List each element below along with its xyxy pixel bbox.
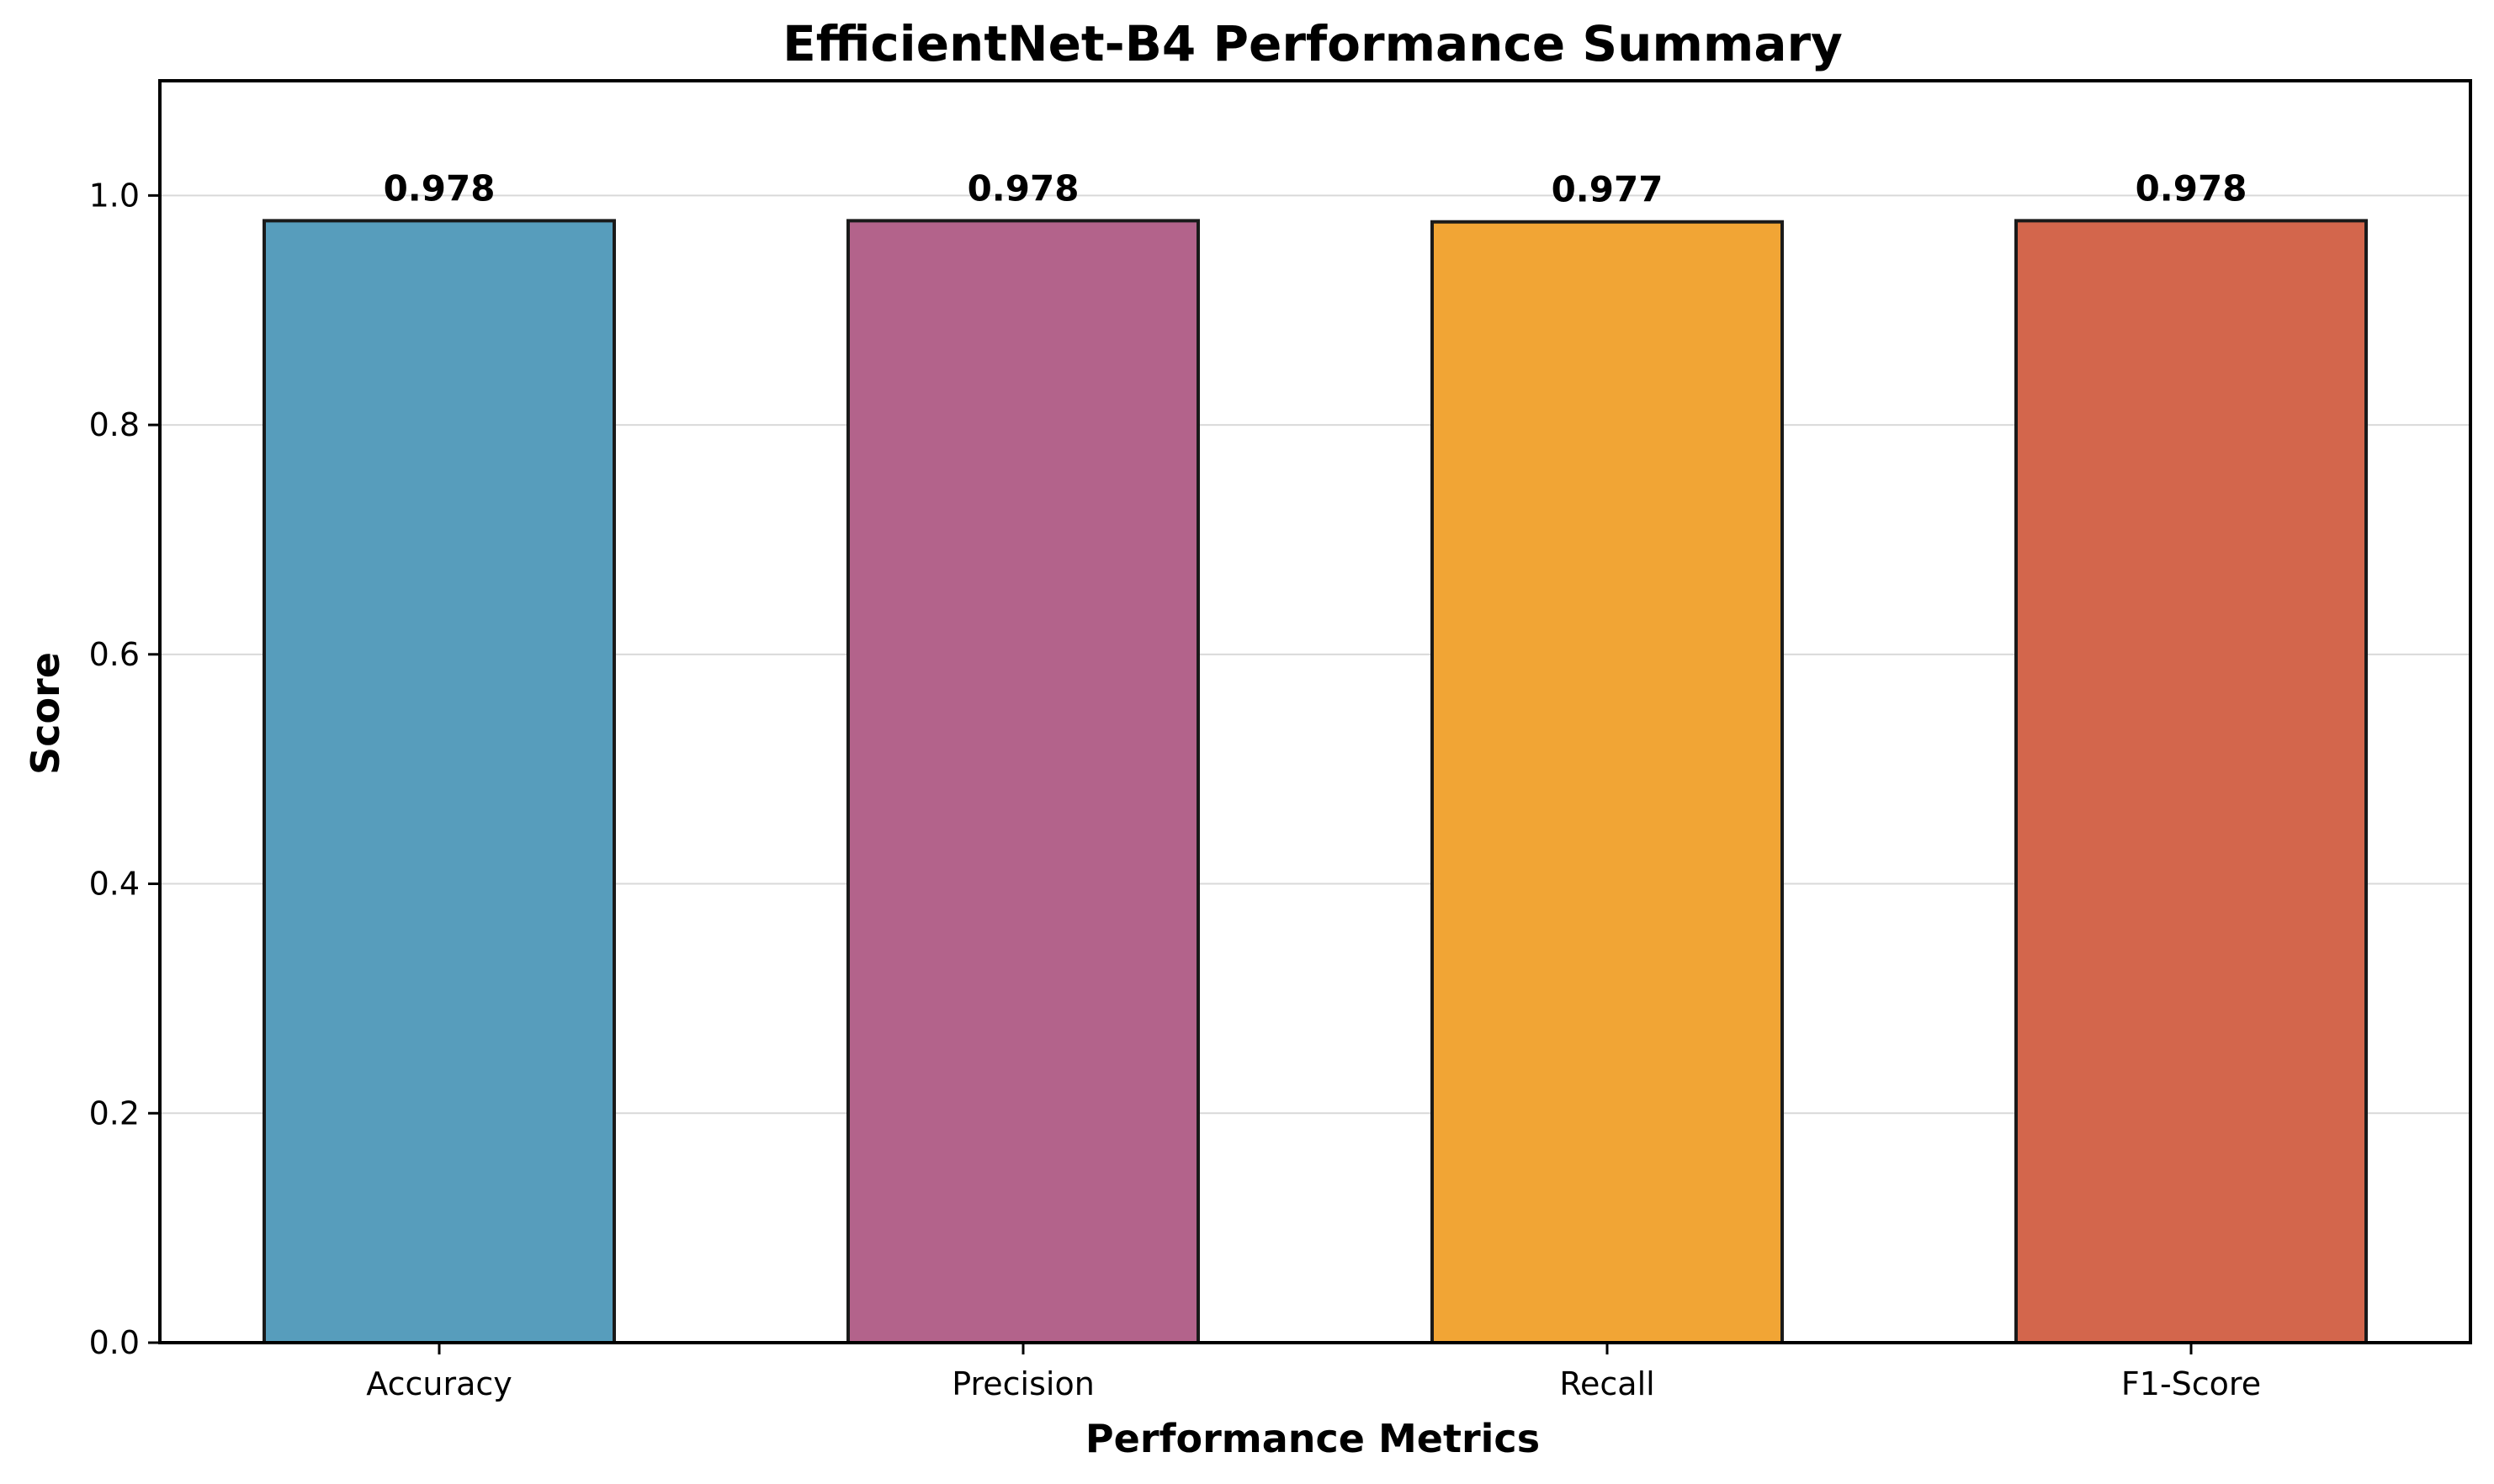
x-axis-ticks: Accuracy Precision Recall F1-Score xyxy=(366,1343,2261,1402)
x-tick-label: Accuracy xyxy=(366,1365,512,1402)
y-tick-label: 0.2 xyxy=(89,1094,140,1132)
bar-f1-score xyxy=(2014,219,2368,1344)
bar-value-label: 0.978 xyxy=(384,167,496,209)
y-tick-label: 0.8 xyxy=(89,406,140,443)
plot-area-frame xyxy=(158,79,2472,1344)
bar-value-labels: 0.978 0.978 0.977 0.978 xyxy=(384,167,2247,209)
x-axis-label: Performance Metrics xyxy=(1085,1416,1540,1461)
x-tick-label: Recall xyxy=(1559,1365,1654,1402)
y-axis-label: Score xyxy=(23,652,68,775)
bar-value-label: 0.978 xyxy=(968,167,1080,209)
y-tick-label: 0.6 xyxy=(89,636,140,673)
y-axis-ticks: 0.0 0.2 0.4 0.6 0.8 1.0 xyxy=(89,177,160,1361)
x-tick-label: F1-Score xyxy=(2121,1365,2261,1402)
x-tick-label: Precision xyxy=(952,1365,1095,1402)
bar-recall xyxy=(1430,220,1784,1344)
bars xyxy=(263,219,2368,1344)
y-tick-label: 0.0 xyxy=(89,1324,140,1361)
bar-value-label: 0.978 xyxy=(2136,167,2247,209)
y-tick-label: 0.4 xyxy=(89,866,140,903)
bar-precision xyxy=(846,219,1200,1344)
bar-accuracy xyxy=(263,219,616,1344)
chart-title: EfficientNet-B4 Performance Summary xyxy=(783,15,1843,72)
bar-value-label: 0.977 xyxy=(1552,169,1664,210)
y-tick-label: 1.0 xyxy=(89,177,140,214)
